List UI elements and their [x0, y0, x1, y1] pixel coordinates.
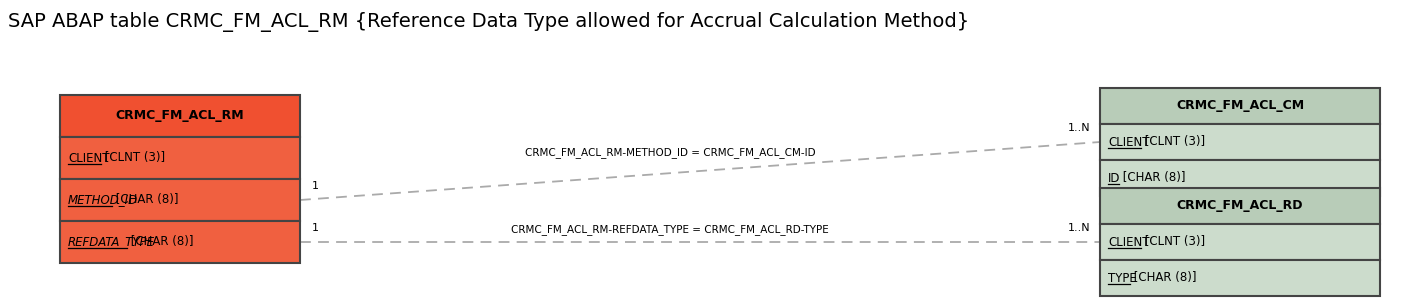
Text: CRMC_FM_ACL_RD: CRMC_FM_ACL_RD	[1177, 199, 1304, 212]
Text: 1: 1	[313, 223, 320, 233]
Text: [CLNT (3)]: [CLNT (3)]	[1140, 136, 1205, 148]
Text: CRMC_FM_ACL_RM-REFDATA_TYPE = CRMC_FM_ACL_RD-TYPE: CRMC_FM_ACL_RM-REFDATA_TYPE = CRMC_FM_AC…	[511, 225, 829, 236]
Bar	[1100, 124, 1380, 160]
Bar	[1100, 160, 1380, 196]
Bar	[1100, 88, 1380, 124]
Text: ID: ID	[1108, 171, 1121, 185]
Text: CLIENT: CLIENT	[1108, 136, 1149, 148]
Bar	[61, 137, 300, 179]
Text: CRMC_FM_ACL_RM: CRMC_FM_ACL_RM	[115, 109, 245, 123]
Bar	[61, 95, 300, 137]
Text: CRMC_FM_ACL_RM-METHOD_ID = CRMC_FM_ACL_CM-ID: CRMC_FM_ACL_RM-METHOD_ID = CRMC_FM_ACL_C…	[525, 147, 815, 158]
Text: [CHAR (8)]: [CHAR (8)]	[127, 236, 193, 248]
Text: [CHAR (8)]: [CHAR (8)]	[1131, 271, 1197, 285]
Text: SAP ABAP table CRMC_FM_ACL_RM {Reference Data Type allowed for Accrual Calculati: SAP ABAP table CRMC_FM_ACL_RM {Reference…	[8, 12, 969, 32]
Text: 1..N: 1..N	[1067, 123, 1090, 133]
Bar	[61, 221, 300, 263]
Text: METHOD_ID: METHOD_ID	[68, 194, 138, 206]
Text: 1: 1	[313, 181, 320, 191]
Text: TYPE: TYPE	[1108, 271, 1136, 285]
Bar	[1100, 224, 1380, 260]
Text: [CHAR (8)]: [CHAR (8)]	[1119, 171, 1186, 185]
Text: [CLNT (3)]: [CLNT (3)]	[101, 151, 165, 164]
Text: REFDATA_TYPE: REFDATA_TYPE	[68, 236, 155, 248]
Text: CLIENT: CLIENT	[68, 151, 110, 164]
Text: [CLNT (3)]: [CLNT (3)]	[1140, 236, 1205, 248]
Text: CRMC_FM_ACL_CM: CRMC_FM_ACL_CM	[1176, 99, 1304, 112]
Text: CLIENT: CLIENT	[1108, 236, 1149, 248]
Text: [CHAR (8)]: [CHAR (8)]	[113, 194, 179, 206]
Bar	[61, 179, 300, 221]
Bar	[1100, 260, 1380, 296]
Bar	[1100, 188, 1380, 224]
Text: 1..N: 1..N	[1067, 223, 1090, 233]
